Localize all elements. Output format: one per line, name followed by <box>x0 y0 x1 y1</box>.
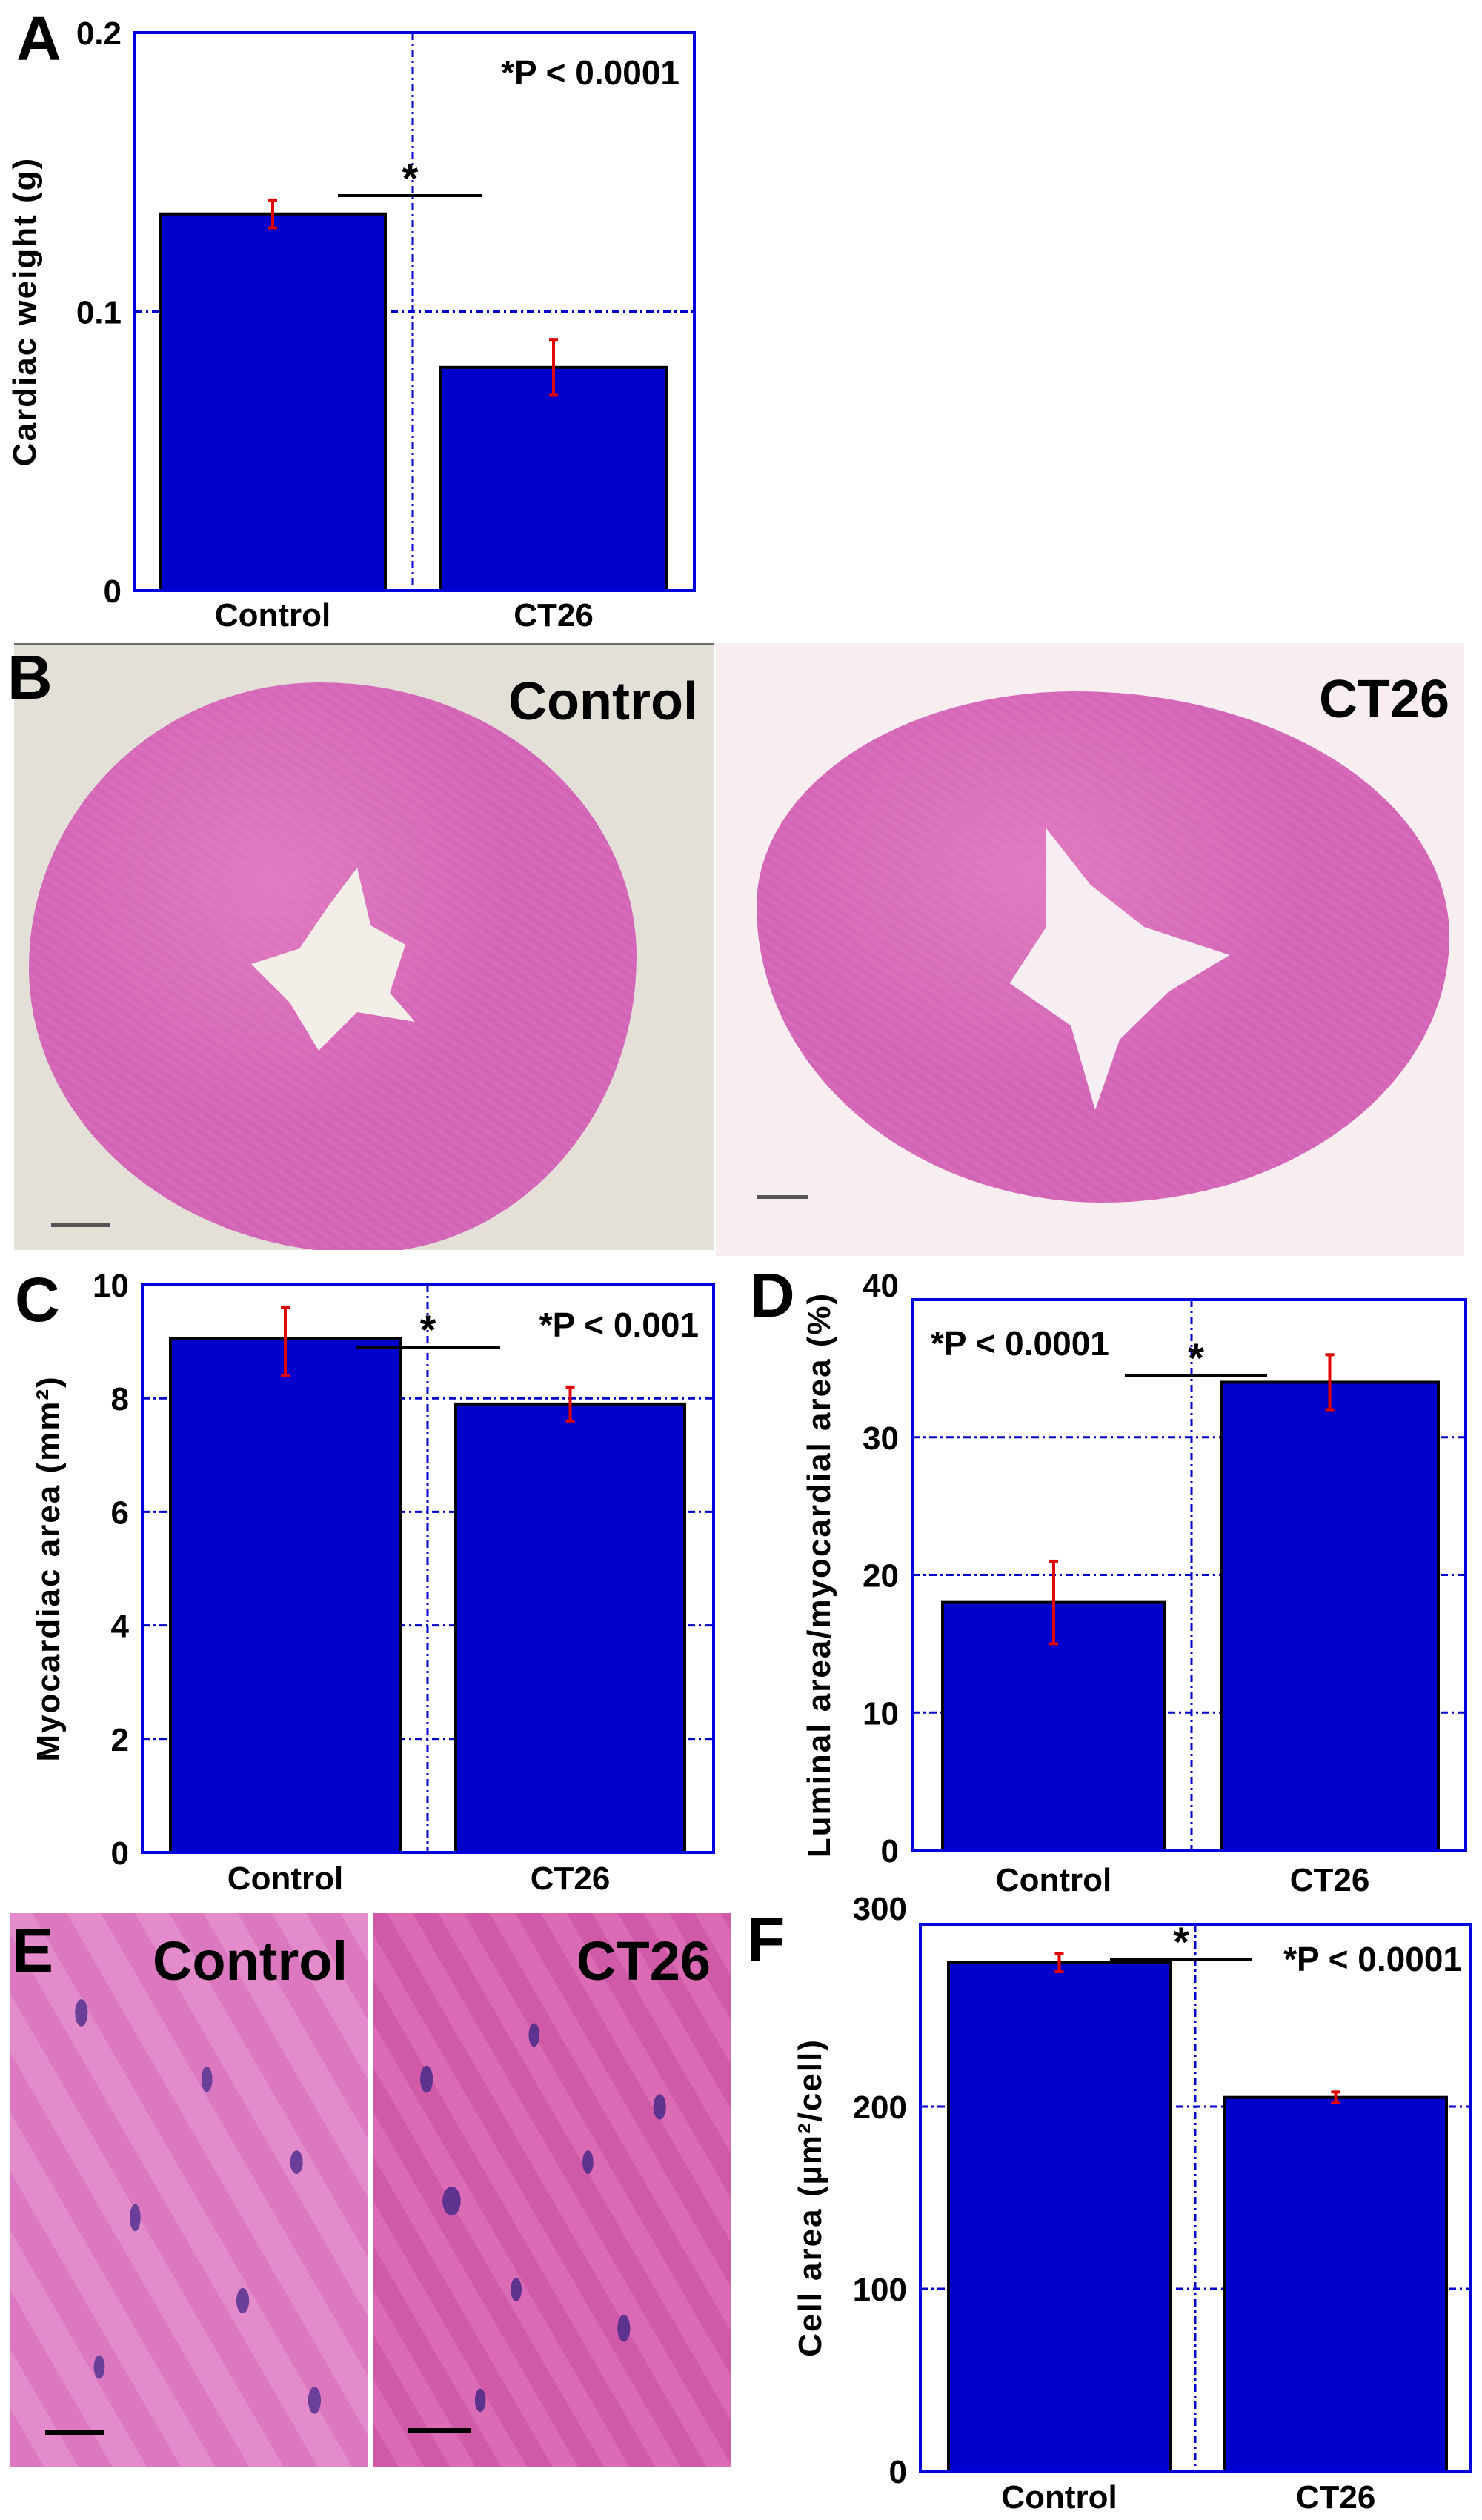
error-bar <box>565 1385 575 1423</box>
chart-cell-area: Control CT26 0 100 200 300 Cell area (µm²/cell… <box>792 1891 1472 2516</box>
bar-ct26 <box>1223 2095 1448 2473</box>
significance-star: * <box>402 155 419 202</box>
bar-control <box>947 1961 1172 2473</box>
x-tick-label: CT26 <box>531 1861 611 1897</box>
histology-control-myocytes: Control <box>10 1913 368 2467</box>
bar-control <box>159 212 387 592</box>
panel-letter-b: B <box>7 642 53 712</box>
scale-bar <box>45 2430 104 2435</box>
significance-star: * <box>1188 1334 1204 1381</box>
panel-letter-d: D <box>750 1260 795 1330</box>
y-tick-label: 0 <box>104 574 122 610</box>
panel-letter-f: F <box>747 1905 785 1975</box>
x-tick-label: Control <box>996 1862 1112 1898</box>
chart-luminal-ratio: Control CT26 0 10 20 30 40 Luminal area/myocard… <box>801 1268 1467 1898</box>
y-axis-label: Cardiac weight (g) <box>7 157 43 466</box>
x-tick-label: Control <box>1001 2479 1117 2516</box>
scale-bar <box>757 1195 808 1199</box>
y-tick-label: 8 <box>111 1381 129 1417</box>
y-tick-label: 10 <box>863 1695 899 1732</box>
scale-bar <box>51 1223 110 1227</box>
y-axis-label: Cell area (µm²/cell) <box>792 2038 828 2357</box>
y-tick-label: 100 <box>853 2272 907 2308</box>
y-tick-label: 0 <box>889 2454 907 2490</box>
y-tick-label: 300 <box>853 1891 907 1927</box>
y-tick-label: 2 <box>111 1722 129 1758</box>
bar-ct26 <box>1220 1380 1440 1852</box>
plot-frame <box>133 31 696 592</box>
x-tick-label: CT26 <box>514 597 594 634</box>
y-tick-label: 0 <box>881 1833 899 1869</box>
bar-control <box>169 1337 402 1854</box>
scale-bar <box>408 2428 471 2433</box>
plot-frame <box>911 1298 1467 1852</box>
y-tick-label: 40 <box>863 1268 899 1304</box>
x-tick-label: CT26 <box>1296 2479 1376 2516</box>
error-bar <box>281 1306 290 1377</box>
error-bar <box>1049 1559 1058 1646</box>
error-bar <box>1325 1353 1335 1412</box>
plot-frame <box>141 1283 715 1854</box>
bar-ct26 <box>454 1402 686 1855</box>
y-tick-label: 6 <box>111 1495 129 1531</box>
panel-letter-a: A <box>16 4 62 73</box>
significance-star: * <box>420 1306 436 1353</box>
error-bar <box>1331 2090 1340 2105</box>
label-ct26: CT26 <box>576 1930 711 1992</box>
y-tick-label: 0 <box>111 1835 129 1872</box>
panel-letter-c: C <box>15 1265 60 1334</box>
error-bar <box>1054 1952 1064 1973</box>
histology-ct26-heart-section: CT26 <box>716 643 1464 1256</box>
x-tick-label: Control <box>215 597 330 634</box>
p-value-annotation: *P < 0.0001 <box>1283 1940 1462 1978</box>
chart-cardiac-weight: Control CT26 0 0.1 0.2 Cardiac weight (g) * *P … <box>7 16 696 634</box>
histology-ct26-myocytes: CT26 <box>373 1913 731 2467</box>
y-axis-label: Myocardiac area (mm²) <box>30 1375 67 1761</box>
panel-letter-e: E <box>12 1915 54 1985</box>
label-control: Control <box>152 1930 348 1992</box>
p-value-annotation: *P < 0.0001 <box>931 1324 1109 1363</box>
y-axis-label: Luminal area/myocardial area (%) <box>801 1292 837 1858</box>
significance-star: * <box>1173 1918 1189 1965</box>
y-tick-label: 200 <box>853 2090 907 2126</box>
error-bar <box>549 338 558 397</box>
label-control: Control <box>508 672 698 731</box>
y-tick-label: 20 <box>863 1558 899 1595</box>
y-tick-label: 30 <box>863 1420 899 1457</box>
y-tick-label: 0.2 <box>76 16 122 52</box>
histology-control-heart-section: Control <box>14 643 714 1250</box>
bar-ct26 <box>439 365 668 592</box>
y-tick-label: 10 <box>93 1268 129 1304</box>
y-tick-label: 4 <box>111 1609 130 1645</box>
x-tick-label: CT26 <box>1290 1862 1370 1898</box>
error-bar <box>268 198 277 230</box>
x-tick-label: Control <box>227 1861 343 1897</box>
chart-myocardiac-area: Control CT26 0 2 4 6 8 10 Myocardiac area (mm²) *… <box>30 1268 715 1897</box>
y-tick-label: 0.1 <box>76 295 122 331</box>
plot-frame <box>919 1923 1472 2473</box>
p-value-annotation: *P < 0.0001 <box>501 53 679 92</box>
label-ct26: CT26 <box>1318 670 1449 729</box>
p-value-annotation: *P < 0.001 <box>539 1306 699 1344</box>
